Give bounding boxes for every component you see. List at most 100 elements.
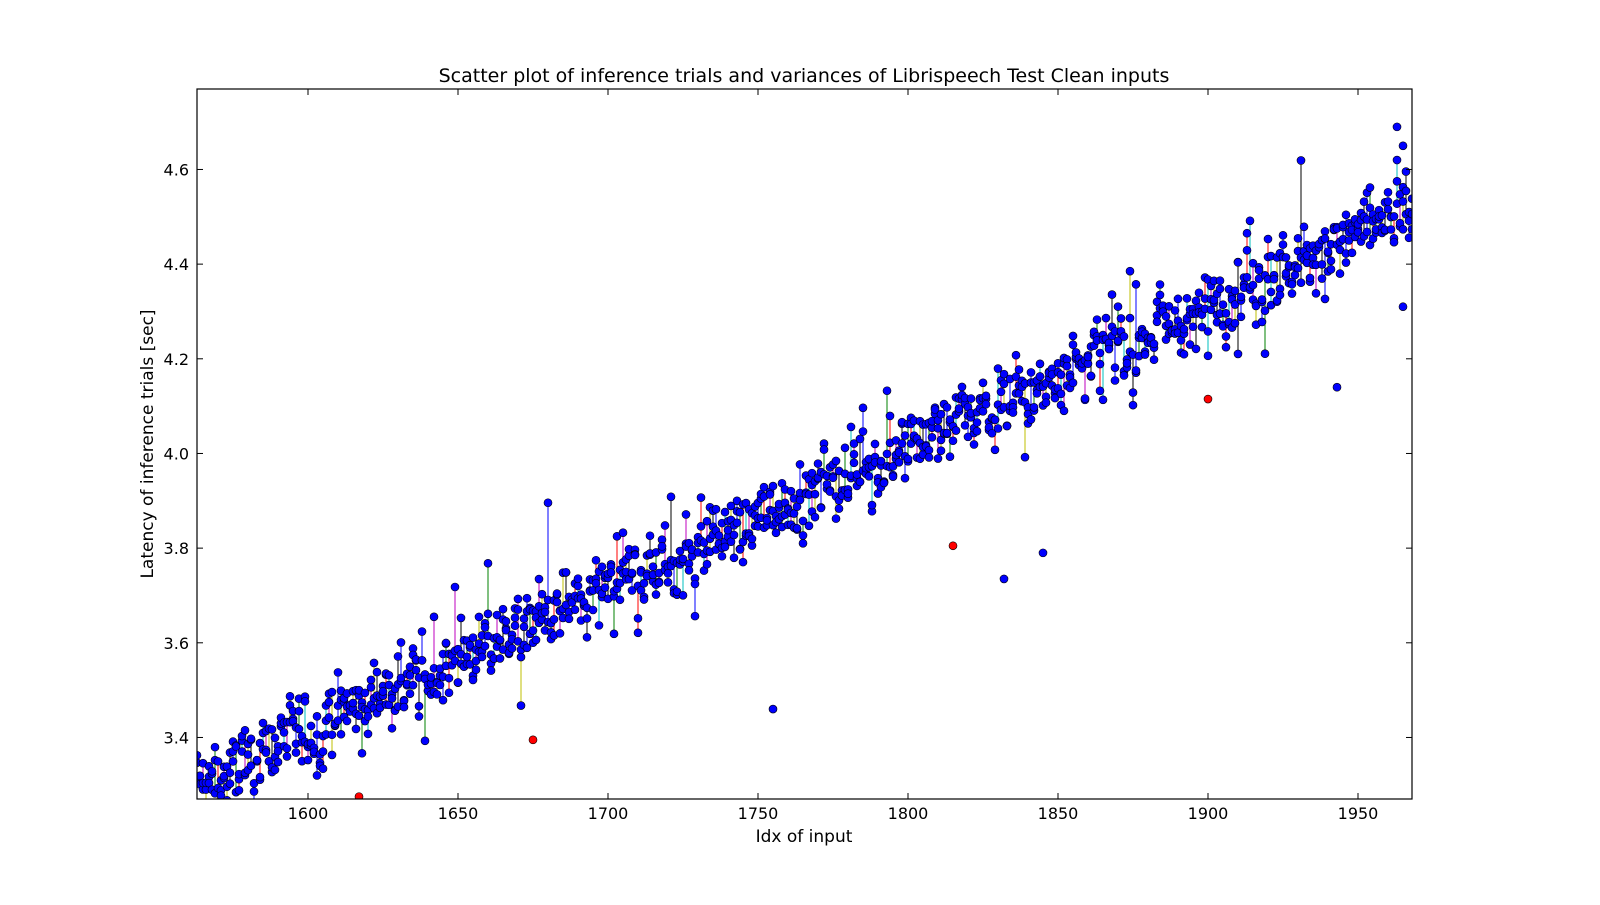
data-point	[1230, 318, 1240, 328]
data-point	[765, 490, 775, 499]
data-point	[450, 582, 460, 592]
data-point	[225, 768, 235, 778]
data-point	[1233, 258, 1243, 267]
data-point	[1332, 382, 1342, 392]
data-point	[1170, 306, 1180, 315]
data-point	[1056, 389, 1066, 399]
data-point	[456, 613, 466, 623]
data-point	[462, 652, 472, 662]
data-point	[1398, 197, 1408, 206]
data-point	[867, 500, 877, 510]
data-point	[441, 638, 451, 648]
data-point	[969, 440, 979, 449]
data-point	[717, 551, 727, 561]
data-point	[255, 772, 265, 782]
data-point	[1068, 378, 1078, 388]
data-point	[858, 403, 868, 413]
data-point	[981, 391, 991, 401]
data-point	[426, 672, 436, 682]
data-point	[366, 675, 376, 685]
data-point	[798, 531, 808, 540]
data-point	[1095, 348, 1105, 358]
data-point	[246, 761, 256, 771]
data-point	[870, 439, 880, 449]
data-point	[573, 574, 583, 583]
data-point	[519, 614, 529, 623]
data-point	[1269, 274, 1279, 284]
data-point	[435, 680, 445, 690]
x-tick-label: 1900	[1188, 804, 1229, 823]
data-point	[197, 771, 205, 781]
data-point	[507, 644, 517, 653]
data-point	[1161, 312, 1171, 321]
data-point	[828, 473, 838, 483]
data-point	[1398, 225, 1408, 234]
data-point	[816, 503, 826, 513]
data-point	[396, 638, 406, 647]
data-point	[1398, 141, 1408, 151]
data-point	[318, 747, 328, 756]
data-point	[993, 424, 1003, 433]
data-point	[1011, 350, 1021, 360]
data-point	[1326, 264, 1336, 274]
data-point	[1203, 351, 1213, 361]
data-point	[1392, 122, 1402, 132]
data-point	[804, 521, 814, 531]
data-point	[1386, 225, 1396, 234]
data-point	[300, 697, 310, 706]
data-point	[510, 613, 520, 623]
data-point	[807, 468, 817, 478]
data-point	[729, 530, 739, 540]
y-tick-label: 3.8	[164, 539, 189, 558]
data-point	[1398, 302, 1408, 312]
data-point	[990, 415, 1000, 425]
data-point	[477, 652, 487, 662]
data-point	[1059, 406, 1069, 416]
data-point	[618, 528, 628, 537]
data-point	[1155, 290, 1165, 300]
data-point	[723, 525, 733, 535]
data-point	[1185, 340, 1195, 349]
data-point	[501, 617, 511, 626]
data-point	[480, 623, 490, 632]
data-point	[1221, 308, 1231, 318]
data-point	[1020, 452, 1030, 462]
data-point	[1113, 302, 1123, 311]
data-point	[1215, 284, 1225, 294]
data-point	[516, 701, 526, 710]
data-point	[411, 665, 421, 675]
data-point	[684, 566, 694, 575]
data-point	[1152, 317, 1162, 327]
data-point	[792, 524, 802, 533]
data-point	[1359, 197, 1369, 206]
data-point	[831, 456, 841, 466]
data-point	[1221, 332, 1231, 341]
data-point	[1203, 327, 1213, 336]
data-point	[1008, 408, 1018, 417]
highlighted-point	[528, 735, 538, 745]
data-point	[1383, 187, 1393, 197]
data-point	[561, 567, 571, 577]
y-tick-label: 4.0	[164, 444, 189, 463]
data-point	[1248, 258, 1258, 268]
y-axis-label: Latency of inference trials [sec]	[138, 309, 158, 578]
data-point	[1278, 230, 1288, 240]
data-point	[960, 421, 970, 430]
data-point	[630, 550, 640, 560]
data-point	[1128, 400, 1138, 410]
data-point	[930, 405, 940, 414]
data-point	[498, 604, 508, 614]
data-point	[894, 457, 904, 467]
data-point	[981, 399, 991, 409]
data-point	[1320, 294, 1330, 304]
data-point	[250, 802, 258, 810]
data-point	[1011, 372, 1021, 382]
data-point	[1191, 344, 1201, 354]
data-point	[702, 516, 712, 526]
data-point	[813, 459, 823, 468]
data-point	[924, 453, 934, 462]
data-point	[1389, 237, 1399, 247]
data-point	[231, 742, 241, 751]
x-tick-label: 1700	[588, 804, 629, 823]
data-point	[1287, 289, 1297, 298]
